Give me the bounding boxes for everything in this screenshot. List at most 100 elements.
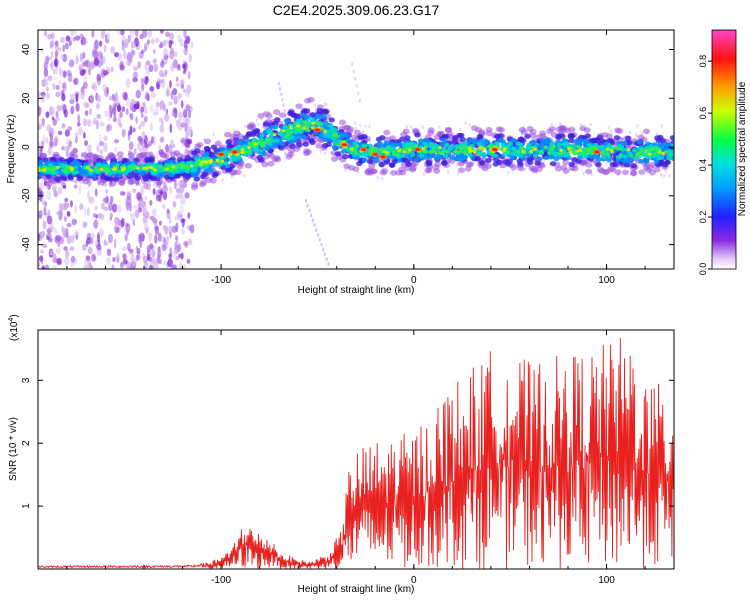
ridge-blob [141, 166, 146, 170]
ridge-blob [472, 139, 478, 144]
faint-blob [313, 103, 317, 107]
noise-blob [120, 190, 124, 196]
noise-blob [38, 124, 42, 130]
ridge-blob [244, 162, 252, 169]
noise-blob [74, 30, 78, 37]
ridge-blob [614, 127, 622, 134]
ridge-blob [389, 169, 398, 176]
noise-blob [61, 181, 66, 188]
noise-blob [94, 57, 100, 66]
ridge-blob [296, 142, 303, 148]
faint-blob [640, 131, 644, 136]
noise-blob [98, 133, 102, 144]
noise-blob [135, 245, 139, 254]
heatmap-x-tick-label: -100 [211, 275, 231, 286]
noise-blob [125, 78, 131, 88]
noise-blob [64, 129, 70, 137]
ridge-blob [335, 134, 340, 139]
snr-y-tick-label: 1 [21, 503, 32, 509]
noise-blob [117, 104, 122, 113]
ridge-blob [323, 129, 328, 133]
noise-blob [116, 30, 122, 35]
noise-blob [153, 49, 156, 54]
noise-blob [169, 32, 175, 41]
noise-blob [83, 221, 88, 227]
noise-blob [59, 209, 64, 217]
noise-blob [68, 61, 74, 68]
ridge-blob [407, 148, 412, 152]
noise-blob [174, 235, 179, 241]
snr-multiplier-base: (x10 [9, 321, 20, 341]
ridge-blob [144, 166, 149, 170]
ridge-blob [463, 149, 468, 153]
ridge-blob [404, 135, 411, 141]
ridge-blob [198, 181, 206, 188]
noise-blob [46, 124, 52, 132]
ridge-blob [352, 141, 358, 146]
noise-blob [43, 67, 49, 78]
noise-blob [77, 113, 81, 124]
ridge-blob [134, 175, 142, 181]
ridge-blob [353, 129, 361, 136]
hot-blob-core [315, 128, 320, 132]
ridge-blob [153, 165, 158, 169]
faint-blob [344, 168, 347, 172]
noise-blob [65, 35, 71, 42]
streak-blob [320, 242, 323, 247]
ridge-blob [152, 168, 157, 172]
noise-blob [189, 224, 195, 234]
faint-blob [354, 126, 357, 131]
noise-blob [173, 95, 179, 105]
noise-blob [125, 108, 129, 116]
ridge-blob [302, 120, 307, 124]
ridge-blob [530, 140, 537, 145]
ridge-blob [618, 147, 623, 151]
ridge-blob [203, 138, 211, 145]
noise-blob [86, 232, 92, 240]
ridge-blob [244, 149, 249, 154]
noise-blob [180, 252, 184, 260]
colorbar-tick-label: 0.0 [698, 263, 708, 276]
noise-blob [188, 53, 192, 63]
noise-blob [119, 111, 123, 119]
ridge-blob [584, 133, 592, 139]
noise-blob [85, 255, 90, 262]
ridge-blob [69, 161, 76, 167]
noise-blob [162, 39, 167, 47]
noise-blob [151, 208, 157, 217]
ridge-blob [521, 150, 526, 154]
ridge-blob [126, 174, 133, 180]
ridge-blob [555, 165, 563, 172]
ridge-blob [166, 164, 172, 169]
noise-blob [50, 60, 54, 71]
ridge-blob [417, 138, 424, 144]
noise-blob [147, 39, 150, 45]
ridge-blob [240, 151, 245, 155]
noise-blob [145, 228, 149, 234]
snr-series-line [38, 337, 674, 569]
streak-blob [313, 223, 316, 228]
ridge-blob [203, 167, 210, 173]
ridge-blob [648, 169, 656, 176]
noise-blob [164, 225, 169, 235]
ridge-blob [105, 166, 110, 171]
ridge-blob [600, 151, 605, 155]
noise-blob [148, 64, 154, 73]
ridge-blob [413, 156, 420, 162]
noise-blob [58, 79, 62, 86]
streak-blob [304, 198, 307, 203]
faint-blob [659, 172, 663, 177]
ridge-blob [568, 138, 575, 144]
noise-blob [159, 106, 164, 111]
ridge-blob [375, 136, 383, 142]
noise-blob [102, 83, 107, 93]
noise-blob [182, 182, 188, 189]
ridge-blob [127, 156, 135, 162]
ridge-blob [287, 147, 296, 154]
noise-blob [179, 185, 185, 194]
noise-blob [178, 111, 184, 119]
ridge-blob [296, 134, 303, 140]
ridge-blob [233, 137, 240, 143]
faint-blob [635, 133, 638, 137]
noise-blob [75, 136, 78, 144]
